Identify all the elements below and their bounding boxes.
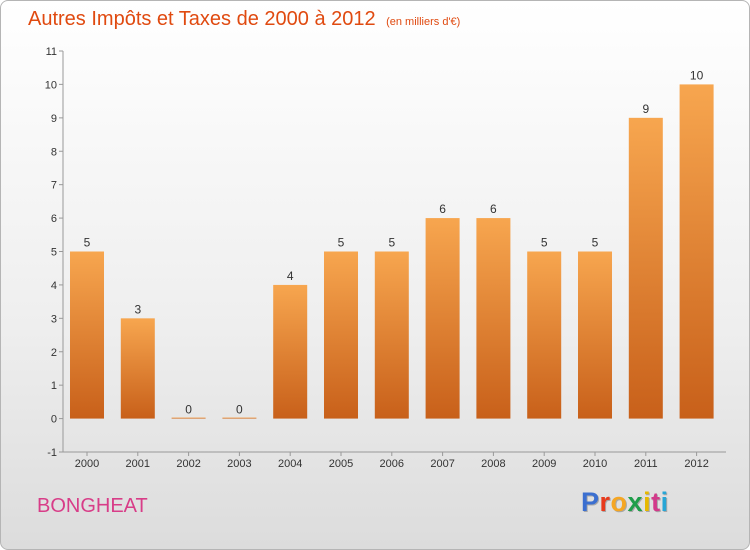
data-label: 0 (236, 403, 243, 417)
proxiti-logo[interactable]: Proxiti (581, 487, 669, 518)
data-label: 3 (134, 302, 141, 316)
chart-title-block: Autres Impôts et Taxes de 2000 à 2012 (e… (28, 8, 460, 31)
bar (578, 251, 612, 419)
y-tick-label: 3 (51, 313, 57, 325)
y-tick-label: 8 (51, 146, 57, 158)
y-tick-label: 11 (46, 46, 57, 58)
logo-letter: t (651, 487, 661, 517)
bar (171, 417, 206, 419)
x-tick-label: 2006 (380, 458, 404, 470)
bar (120, 318, 155, 419)
bar (70, 251, 104, 419)
data-label: 5 (541, 236, 548, 250)
x-tick-label: 2004 (278, 458, 302, 470)
bar (324, 251, 358, 419)
y-tick-label: 10 (45, 79, 57, 91)
bar (527, 251, 562, 419)
bar (679, 84, 714, 419)
logo-letter: P (581, 487, 600, 517)
logo-letter: i (660, 487, 669, 517)
x-tick-label: 2005 (329, 458, 353, 470)
commune-name: BONGHEAT (37, 495, 148, 517)
x-tick-label: 2010 (583, 458, 607, 470)
y-tick-label: 4 (51, 280, 57, 292)
y-tick-label: 0 (51, 414, 57, 426)
chart-unit: (en milliers d'€) (386, 16, 461, 28)
data-label: 0 (185, 403, 192, 417)
data-label: 5 (84, 236, 91, 250)
bar (425, 218, 460, 419)
x-tick-label: 2011 (634, 458, 658, 470)
data-label: 6 (439, 202, 446, 216)
x-tick-label: 2007 (430, 458, 454, 470)
data-label: 9 (642, 102, 649, 116)
y-tick-label: -1 (47, 447, 57, 459)
y-tick-label: 1 (51, 380, 57, 392)
bar (476, 218, 511, 419)
x-tick-label: 2003 (227, 458, 251, 470)
data-label: 5 (388, 236, 395, 250)
x-tick-label: 2001 (126, 458, 150, 470)
logo-letter: x (627, 487, 644, 517)
logo-letter: r (599, 487, 611, 517)
logo-letter: o (610, 487, 628, 517)
data-label: 5 (338, 236, 345, 250)
data-label: 4 (287, 269, 294, 283)
data-label: 6 (490, 202, 497, 216)
data-label: 10 (690, 68, 704, 82)
x-tick-label: 2000 (75, 458, 99, 470)
chart-title: Autres Impôts et Taxes de 2000 à 2012 (28, 8, 376, 30)
bar (374, 251, 409, 419)
bar (222, 417, 257, 419)
y-tick-label: 2 (51, 347, 57, 359)
y-tick-label: 9 (51, 113, 57, 125)
y-tick-label: 7 (51, 180, 57, 192)
x-tick-label: 2009 (532, 458, 556, 470)
data-label: 5 (592, 236, 599, 250)
logo-letter: i (643, 487, 652, 517)
x-tick-label: 2012 (684, 458, 708, 470)
bar (628, 117, 663, 419)
x-tick-label: 2002 (176, 458, 200, 470)
y-tick-label: 5 (51, 247, 57, 259)
bar (273, 284, 308, 419)
y-tick-label: 6 (51, 213, 57, 225)
x-tick-label: 2008 (481, 458, 505, 470)
